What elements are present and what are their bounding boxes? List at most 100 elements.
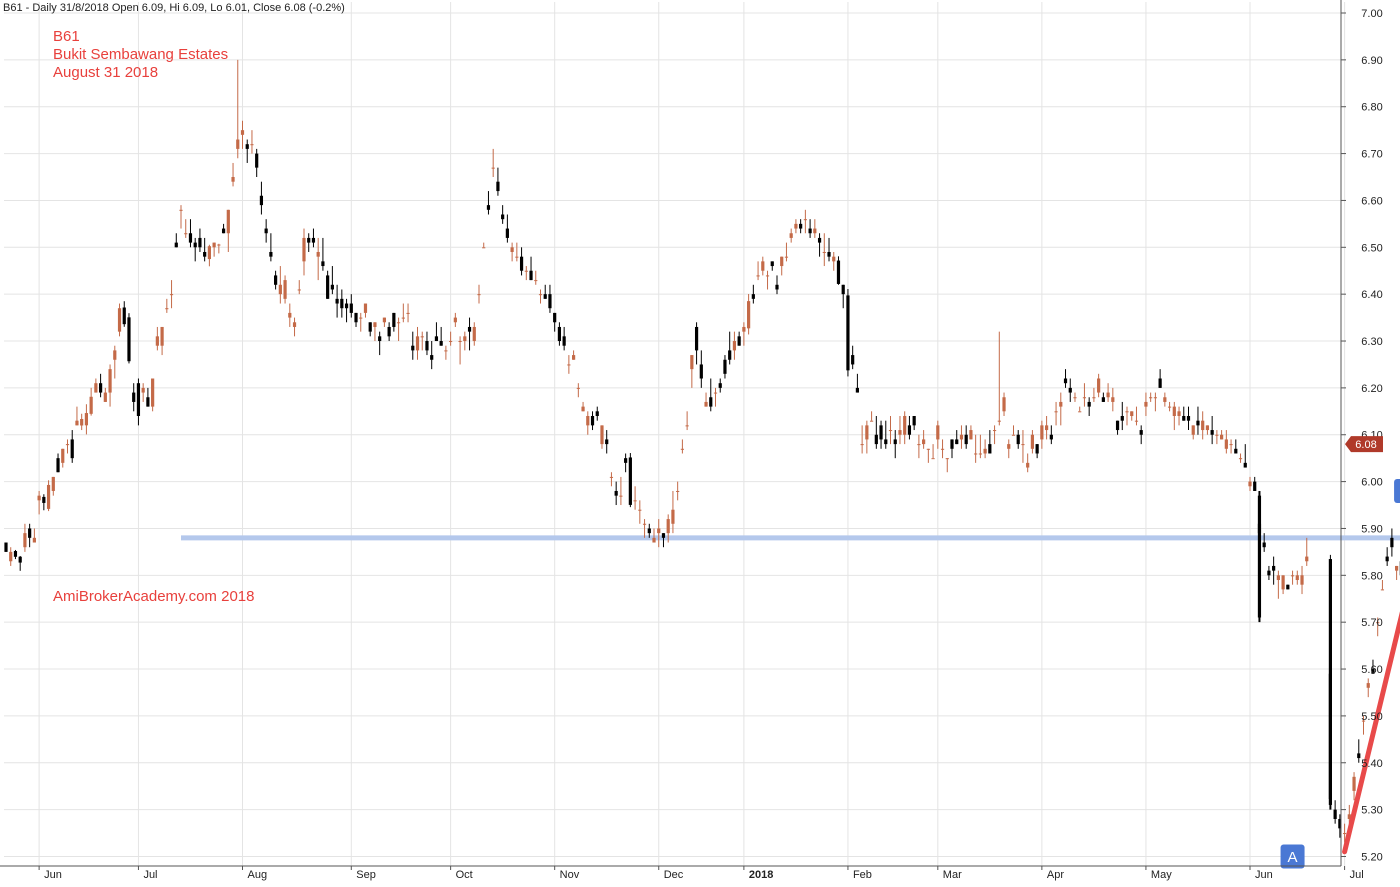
candle-body [397,322,400,323]
candle-body [813,229,816,234]
candle-body [1111,397,1114,402]
y-tick-label: 6.90 [1361,55,1382,67]
candle-body [1078,411,1081,412]
candle-body [794,224,797,229]
candle-body [269,252,272,257]
candle-body [189,233,192,242]
candle-body [756,275,759,276]
candle-body [931,458,934,459]
candle-body [525,271,528,272]
candle-body [511,247,514,252]
candle-body [993,430,996,431]
candle-body [440,341,443,346]
candle-body [903,416,906,435]
candle-body [586,416,589,425]
x-tick-label: Mar [943,869,962,881]
candle-body [591,416,594,425]
candle-body [1192,425,1195,434]
candle-body [487,205,490,210]
candle-body [293,322,296,327]
candle-body [1017,435,1020,444]
candle-body [1253,482,1256,491]
candle-body [340,299,343,308]
candle-body [222,229,225,234]
candle-body [250,144,253,145]
candle-body [28,528,31,537]
candle-body [1050,435,1053,440]
candle-body [265,229,268,234]
candle-body [785,257,788,258]
candle-body [184,233,187,234]
candle-body [927,449,930,450]
candle-body [1173,407,1176,416]
candle-body [156,336,159,345]
marker-box [1394,479,1400,503]
candle-body [1220,435,1223,440]
candle-body [1073,397,1076,398]
candle-body [818,238,821,243]
marker-a: A [1281,844,1305,868]
candle-body [837,261,840,284]
candle-body [889,430,892,431]
candle-body [884,439,887,444]
candle-body [960,435,963,440]
candle-body [454,318,457,323]
candle-body [430,355,433,360]
candle-body [780,257,783,266]
candle-body [1040,425,1043,439]
candle-body [1329,674,1332,805]
candle-body [118,308,121,331]
y-tick-label: 6.00 [1361,477,1382,489]
candle-body [529,271,532,280]
candle-body [704,402,707,407]
candle-body [809,229,812,234]
x-tick-label: Dec [664,869,684,881]
candle-body [619,496,622,497]
candle-body [563,336,566,345]
y-tick-label: 5.30 [1361,805,1382,817]
candle-body [865,425,868,439]
candle-body [231,177,234,182]
candle-body [411,346,414,351]
candle-body [1381,589,1384,590]
y-tick-label: 6.60 [1361,195,1382,207]
candle-body [955,439,958,444]
candle-body [99,383,102,392]
marker-label: A [1288,849,1298,866]
candle-body [1215,435,1218,436]
candle-body [307,238,310,243]
candle-body [194,243,197,248]
candle-body [104,393,107,402]
candle-body [75,421,78,426]
y-tick-label: 6.20 [1361,383,1382,395]
candle-body [274,275,277,284]
x-tick-label: Nov [560,869,580,881]
candle-body [913,416,916,425]
candle-body [861,444,864,445]
candle-body [1367,683,1370,688]
candle-body [113,350,116,359]
candle-body [345,304,348,309]
candle-body [127,317,130,361]
x-tick-label: Jun [44,869,62,881]
chart-header: B61 - Daily 31/8/2018 Open 6.09, Hi 6.09… [3,2,345,14]
candle-body [213,243,216,248]
candle-body [1196,421,1199,426]
candle-body [733,341,736,350]
candle-body [596,411,599,416]
candle-body [1296,575,1299,580]
candle-body [695,327,698,350]
candle-body [492,168,495,169]
candle-body [1159,379,1162,388]
candle-body [175,243,178,248]
candle-body [742,327,745,332]
y-tick-label: 5.90 [1361,523,1382,535]
y-tick-label: 6.40 [1361,289,1382,301]
candle-body [1300,575,1303,584]
x-tick-label: Aug [248,869,268,881]
candle-body [638,510,641,511]
candle-body [477,294,480,295]
candle-body [56,458,59,472]
candle-body [1201,421,1204,430]
